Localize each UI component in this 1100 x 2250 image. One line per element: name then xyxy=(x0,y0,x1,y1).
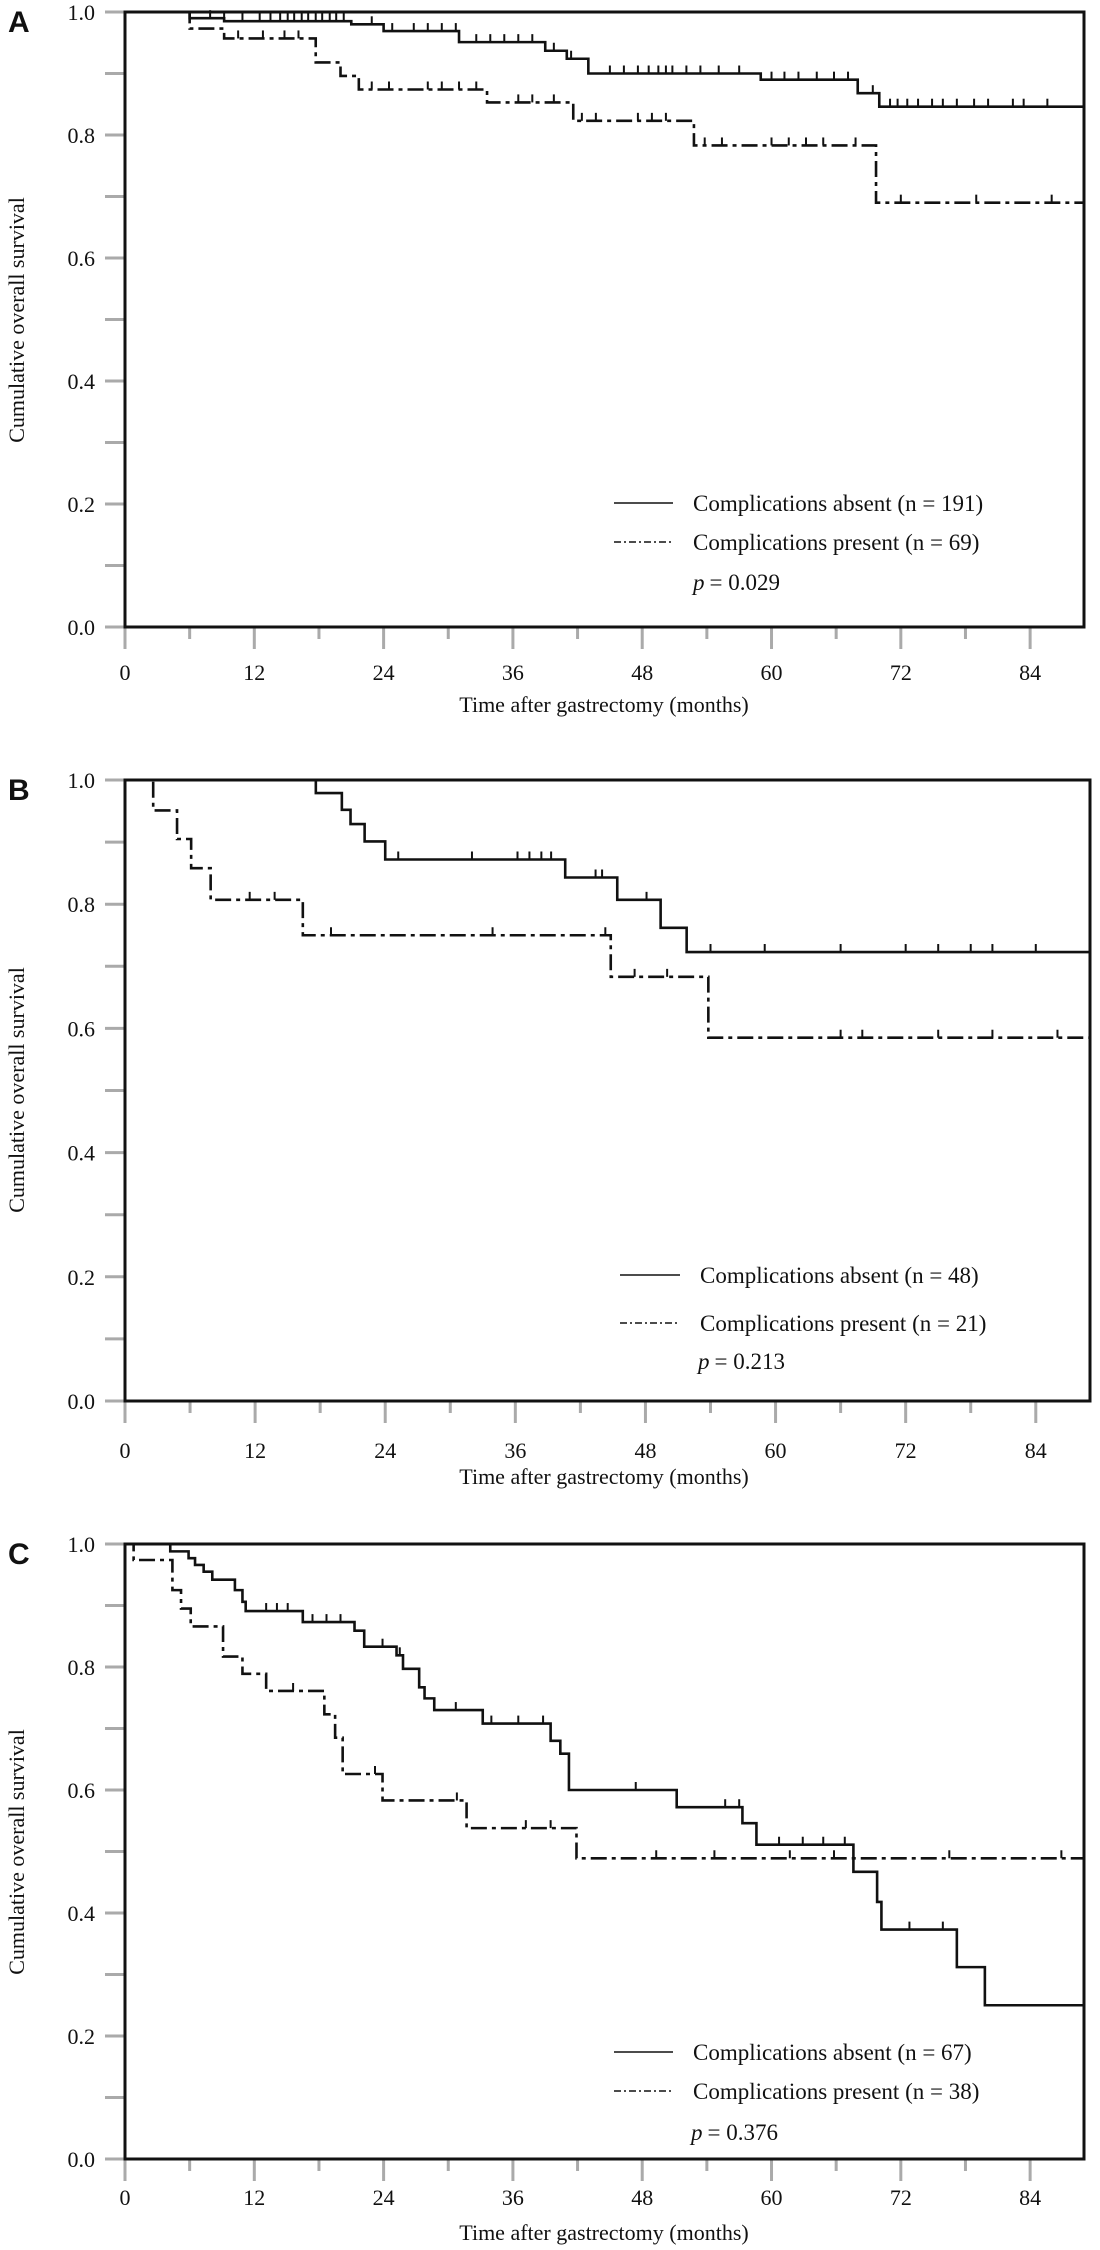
y-axis-title: Cumulative overall survival xyxy=(4,197,29,443)
x-tick-label: 24 xyxy=(374,1438,396,1463)
y-tick-label: 0.6 xyxy=(68,1778,96,1803)
x-tick-label: 0 xyxy=(120,660,131,685)
y-tick-label: 0.4 xyxy=(68,1901,96,1926)
x-tick-label: 12 xyxy=(244,1438,266,1463)
p-symbol: p xyxy=(691,570,705,595)
x-tick-label: 72 xyxy=(890,660,912,685)
y-axis-title: Cumulative overall survival xyxy=(4,1729,29,1975)
legend-label-present: Complications present (n = 38) xyxy=(693,2079,979,2104)
x-tick-label: 36 xyxy=(502,2185,524,2210)
y-tick-label: 0.4 xyxy=(68,369,96,394)
p-symbol: p xyxy=(689,2120,703,2145)
survival-curve-present xyxy=(125,10,1084,204)
y-tick-label: 0.0 xyxy=(68,1389,96,1414)
x-tick-label: 0 xyxy=(120,1438,131,1463)
x-tick-label: 60 xyxy=(765,1438,787,1463)
survival-curve-absent xyxy=(125,10,1084,109)
panel-letter: A xyxy=(8,6,30,39)
x-tick-label: 48 xyxy=(631,2185,653,2210)
y-tick-label: 0.6 xyxy=(68,246,96,271)
p-value-label: p = 0.213 xyxy=(696,1349,785,1374)
legend-label-absent: Complications absent (n = 67) xyxy=(693,2040,972,2065)
panel-letter: C xyxy=(8,1538,30,1571)
survival-curve-present xyxy=(125,778,1090,1040)
x-tick-label: 72 xyxy=(890,2185,912,2210)
x-tick-label: 12 xyxy=(243,660,265,685)
legend-label-present: Complications present (n = 69) xyxy=(693,530,979,555)
y-tick-label: 0.6 xyxy=(68,1016,96,1041)
panel-c: C Cumulative overall survival Time after… xyxy=(4,1532,1086,2245)
survival-curve-absent xyxy=(125,778,1090,954)
x-tick-label: 36 xyxy=(502,660,524,685)
p-value: = 0.029 xyxy=(710,570,780,595)
survival-curve-present xyxy=(125,1542,1084,1860)
x-tick-label: 24 xyxy=(373,2185,395,2210)
x-tick-label: 84 xyxy=(1019,660,1041,685)
x-tick-label: 48 xyxy=(634,1438,656,1463)
plot-frame xyxy=(123,778,1092,1403)
panel-b: B Cumulative overall survival Time after… xyxy=(4,768,1092,1489)
y-tick-label: 0.8 xyxy=(68,1655,96,1680)
y-tick-label: 0.4 xyxy=(68,1141,96,1166)
x-tick-label: 12 xyxy=(243,2185,265,2210)
p-value-label: p = 0.029 xyxy=(691,570,780,595)
p-symbol: p xyxy=(696,1349,710,1374)
p-value-label: p = 0.376 xyxy=(689,2120,778,2145)
y-tick-label: 0.8 xyxy=(68,892,96,917)
panel-a: A Cumulative overall survival Time after… xyxy=(4,0,1086,717)
y-tick-label: 0.2 xyxy=(68,492,96,517)
survival-curve-absent xyxy=(125,1542,1084,2007)
legend-label-present: Complications present (n = 21) xyxy=(700,1311,986,1336)
x-tick-label: 84 xyxy=(1019,2185,1041,2210)
legend: Complications absent (n = 48) Complicati… xyxy=(620,1263,986,1374)
x-tick-label: 48 xyxy=(631,660,653,685)
y-tick-label: 0.2 xyxy=(68,2024,96,2049)
y-tick-label: 0.0 xyxy=(68,615,96,640)
p-value: = 0.213 xyxy=(715,1349,785,1374)
x-tick-label: 84 xyxy=(1025,1438,1047,1463)
y-axis-title: Cumulative overall survival xyxy=(4,967,29,1213)
panel-letter: B xyxy=(8,774,30,807)
y-tick-label: 0.8 xyxy=(68,123,96,148)
y-tick-label: 1.0 xyxy=(68,768,96,793)
plot-frame xyxy=(123,10,1086,629)
x-tick-label: 72 xyxy=(895,1438,917,1463)
plot-frame xyxy=(123,1542,1086,2161)
y-tick-label: 1.0 xyxy=(68,0,96,25)
y-tick-label: 0.0 xyxy=(68,2147,96,2172)
p-value: = 0.376 xyxy=(708,2120,778,2145)
y-tick-label: 0.2 xyxy=(68,1265,96,1290)
x-tick-label: 60 xyxy=(761,660,783,685)
legend-label-absent: Complications absent (n = 191) xyxy=(693,491,983,516)
legend-label-absent: Complications absent (n = 48) xyxy=(700,1263,979,1288)
x-tick-label: 60 xyxy=(761,2185,783,2210)
x-axis-title: Time after gastrectomy (months) xyxy=(459,2220,748,2245)
x-tick-label: 36 xyxy=(504,1438,526,1463)
x-axis-title: Time after gastrectomy (months) xyxy=(459,1464,748,1489)
y-tick-label: 1.0 xyxy=(68,1532,96,1557)
x-tick-label: 24 xyxy=(373,660,395,685)
x-tick-label: 0 xyxy=(120,2185,131,2210)
legend: Complications absent (n = 191) Complicat… xyxy=(614,491,983,595)
x-axis-title: Time after gastrectomy (months) xyxy=(459,692,748,717)
legend: Complications absent (n = 67) Complicati… xyxy=(614,2040,979,2145)
